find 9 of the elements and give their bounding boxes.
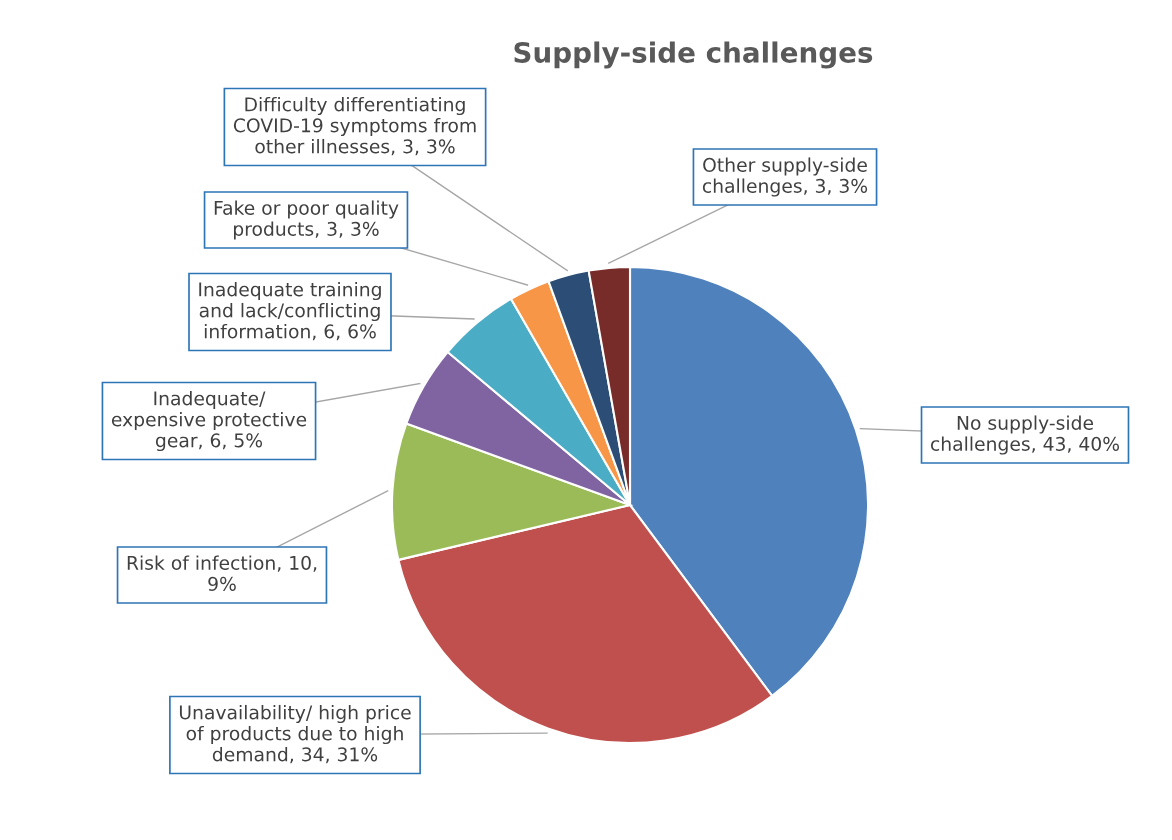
chart-title: Supply-side challenges — [514, 41, 873, 69]
slice-label: Risk of infection, 10, 9% — [127, 555, 317, 591]
slice-label: Inadequate training and lack/conflicting information, 6, 6% — [199, 281, 381, 341]
slice-label: Unavailability/ high price of products due to high demand, 34, 31% — [179, 704, 411, 764]
slice-label: Fake or poor quality products, 3, 3% — [214, 200, 399, 240]
slice-label: Other supply-side challenges, 3, 3% — [702, 157, 868, 197]
slice-label: Inadequate/ expensive protective gear, 6, 5% — [111, 390, 307, 452]
slice-label: No supply-side challenges, 43, 40% — [930, 415, 1120, 455]
slice-label: Difficulty differentiating COVID-19 symptoms from other illnesses, 3, 3% — [233, 96, 476, 156]
